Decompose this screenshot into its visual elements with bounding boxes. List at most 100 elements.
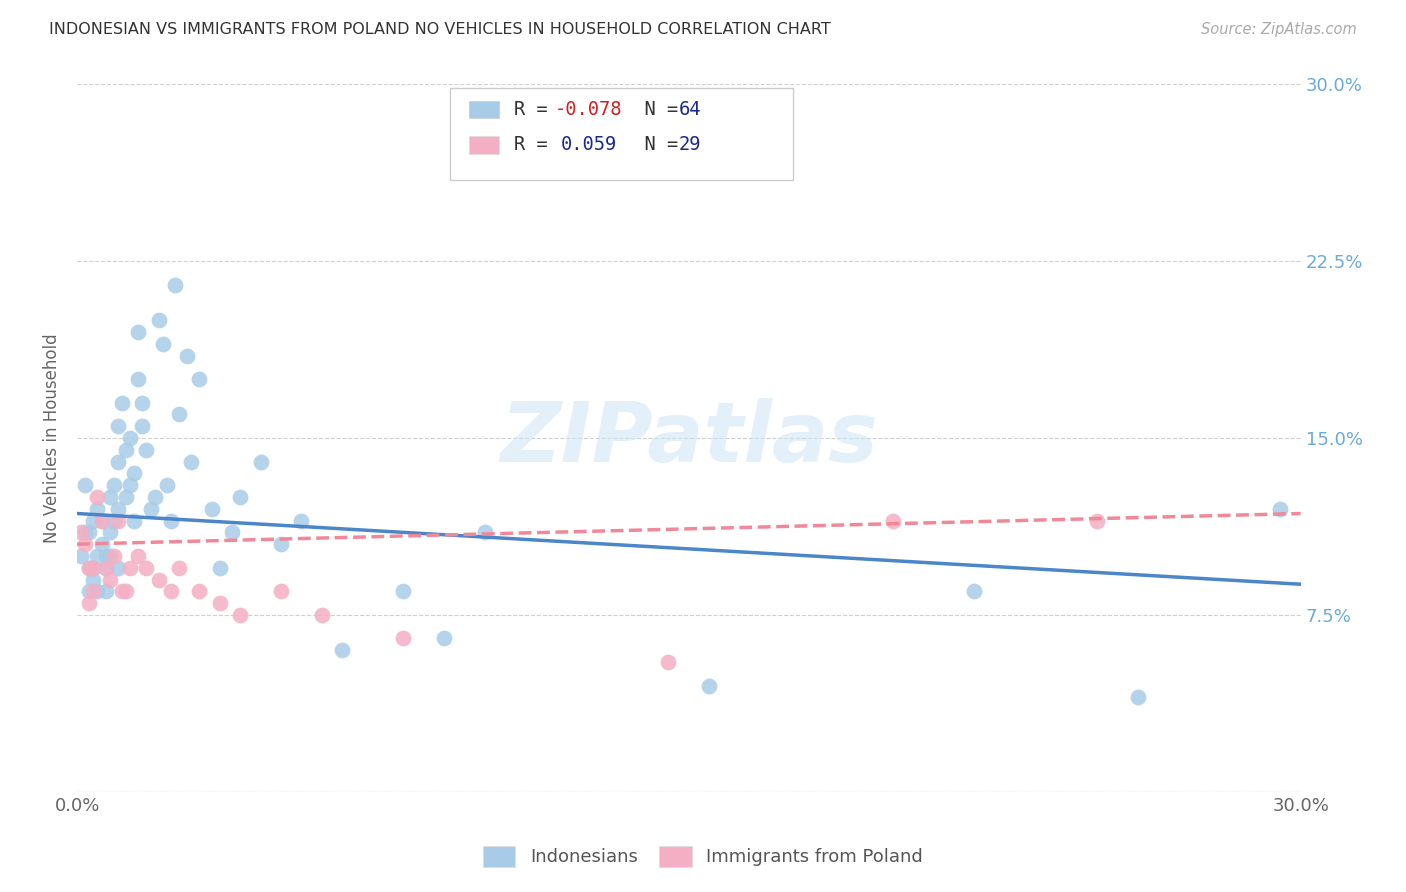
Point bbox=[208, 560, 231, 574]
Point bbox=[127, 549, 149, 563]
Point bbox=[249, 455, 271, 469]
Text: 0.059: 0.059 bbox=[561, 136, 617, 154]
Point bbox=[697, 679, 720, 693]
Point bbox=[115, 584, 138, 599]
Text: Source: ZipAtlas.com: Source: ZipAtlas.com bbox=[1201, 22, 1357, 37]
Point bbox=[115, 442, 138, 457]
Text: 64: 64 bbox=[679, 100, 702, 119]
Point bbox=[86, 584, 108, 599]
FancyBboxPatch shape bbox=[468, 101, 499, 119]
Point bbox=[127, 372, 149, 386]
Point bbox=[98, 549, 121, 563]
Point bbox=[180, 455, 202, 469]
Point bbox=[90, 514, 112, 528]
Point bbox=[70, 525, 93, 540]
Point bbox=[79, 525, 101, 540]
Point bbox=[115, 490, 138, 504]
Text: R =: R = bbox=[515, 100, 560, 119]
Point bbox=[107, 560, 129, 574]
Point bbox=[167, 408, 190, 422]
Point bbox=[882, 514, 904, 528]
Point bbox=[90, 514, 112, 528]
Point bbox=[176, 349, 198, 363]
FancyBboxPatch shape bbox=[468, 136, 499, 153]
Point bbox=[90, 537, 112, 551]
Point bbox=[120, 431, 142, 445]
Point bbox=[98, 525, 121, 540]
FancyBboxPatch shape bbox=[450, 88, 793, 180]
Point bbox=[290, 514, 312, 528]
Point bbox=[1085, 514, 1108, 528]
Point bbox=[270, 584, 292, 599]
Point bbox=[107, 455, 129, 469]
Point bbox=[160, 584, 183, 599]
Point bbox=[148, 573, 170, 587]
Point bbox=[98, 573, 121, 587]
Point bbox=[107, 514, 129, 528]
Point bbox=[107, 501, 129, 516]
Point bbox=[433, 632, 456, 646]
Point bbox=[657, 655, 679, 669]
Point bbox=[270, 537, 292, 551]
Point bbox=[103, 549, 125, 563]
Point bbox=[1126, 690, 1149, 705]
Point bbox=[122, 467, 145, 481]
Text: N =: N = bbox=[621, 100, 689, 119]
Point bbox=[103, 478, 125, 492]
Point bbox=[98, 490, 121, 504]
Point bbox=[94, 560, 117, 574]
Point bbox=[86, 501, 108, 516]
Point bbox=[94, 584, 117, 599]
Point bbox=[392, 632, 415, 646]
Point bbox=[103, 514, 125, 528]
Point bbox=[330, 643, 353, 657]
Point bbox=[120, 478, 142, 492]
Point bbox=[107, 419, 129, 434]
Point bbox=[474, 525, 496, 540]
Text: R =: R = bbox=[515, 136, 571, 154]
Point bbox=[82, 514, 104, 528]
Point bbox=[139, 501, 162, 516]
Text: ZIPatlas: ZIPatlas bbox=[501, 398, 877, 479]
Point bbox=[135, 442, 157, 457]
Point bbox=[131, 419, 153, 434]
Point bbox=[392, 584, 415, 599]
Text: INDONESIAN VS IMMIGRANTS FROM POLAND NO VEHICLES IN HOUSEHOLD CORRELATION CHART: INDONESIAN VS IMMIGRANTS FROM POLAND NO … bbox=[49, 22, 831, 37]
Point bbox=[79, 560, 101, 574]
Point bbox=[156, 478, 179, 492]
Point bbox=[111, 395, 134, 409]
Point bbox=[311, 607, 333, 622]
Point bbox=[135, 560, 157, 574]
Point bbox=[229, 607, 252, 622]
Point bbox=[143, 490, 166, 504]
Point bbox=[131, 395, 153, 409]
Point bbox=[70, 549, 93, 563]
Point bbox=[122, 514, 145, 528]
Point bbox=[79, 560, 101, 574]
Text: N =: N = bbox=[621, 136, 689, 154]
Point bbox=[1270, 501, 1292, 516]
Text: -0.078: -0.078 bbox=[554, 100, 621, 119]
Point bbox=[79, 596, 101, 610]
Point bbox=[201, 501, 224, 516]
Point bbox=[75, 525, 97, 540]
Point bbox=[82, 560, 104, 574]
Point bbox=[86, 490, 108, 504]
Point bbox=[229, 490, 252, 504]
Point bbox=[148, 313, 170, 327]
Point bbox=[188, 372, 211, 386]
Point bbox=[86, 549, 108, 563]
Legend: Indonesians, Immigrants from Poland: Indonesians, Immigrants from Poland bbox=[475, 838, 931, 874]
Point bbox=[127, 325, 149, 339]
Point bbox=[82, 560, 104, 574]
Point bbox=[188, 584, 211, 599]
Point bbox=[94, 560, 117, 574]
Point bbox=[163, 277, 186, 292]
Point bbox=[221, 525, 243, 540]
Point bbox=[75, 537, 97, 551]
Text: 29: 29 bbox=[679, 136, 702, 154]
Point bbox=[111, 584, 134, 599]
Point bbox=[82, 573, 104, 587]
Point bbox=[120, 560, 142, 574]
Point bbox=[79, 584, 101, 599]
